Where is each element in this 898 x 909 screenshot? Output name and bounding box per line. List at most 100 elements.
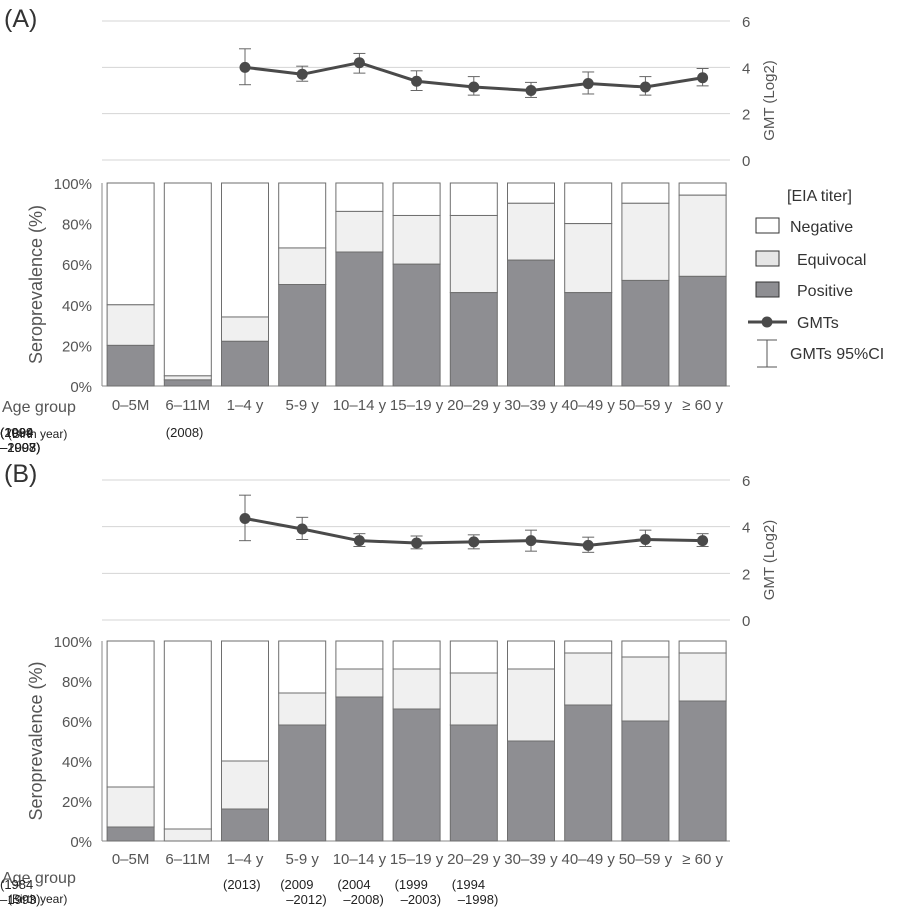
birth-year-b-annotation: (1984	[0, 877, 33, 892]
bar-a-negative-segment	[392, 182, 441, 216]
panel-a-label: (A)	[4, 5, 37, 33]
legend-negative-swatch	[755, 217, 780, 234]
gmt-b-point	[411, 537, 423, 549]
bar-a-positive-segment	[449, 292, 498, 387]
bar-a-negative-segment	[564, 182, 613, 225]
panel-b: (B) 0 2 4 6 GMT (Log2) 0% 20% 40% 60% 80% 100% Serop…	[0, 460, 778, 907]
gmt-b-tick-label: 0	[742, 613, 750, 630]
bar-a-negative-segment	[163, 182, 212, 377]
bar-b-tick-label: 100%	[54, 634, 92, 651]
bar-b-tick-label: 80%	[62, 674, 92, 691]
bar-b-equivocal-segment	[678, 652, 727, 702]
bar-b-tick-label: 0%	[70, 834, 92, 851]
gmt-a-axis-title: GMT (Log2)	[761, 60, 778, 141]
bar-b-negative-segment	[621, 640, 670, 658]
legend-equivocal-label: Equivocal	[797, 252, 866, 269]
bar-b-category-label: 10–14 y	[333, 851, 387, 868]
bar-a-equivocal-segment	[163, 375, 212, 381]
bar-b-equivocal-segment	[392, 668, 441, 710]
bar-b-negative-segment	[106, 640, 155, 788]
birth-year-a-annotation: (2004	[0, 425, 33, 440]
bar-b-category-label: 0–5M	[112, 851, 150, 868]
gmt-b-axis-title: GMT (Log2)	[761, 520, 778, 601]
legend: [EIA titer] Negative Equivocal Positive …	[748, 188, 884, 368]
bar-b-category-label: 50–59 y	[619, 851, 673, 868]
birth-year-b-annotation: –1993)	[0, 892, 40, 907]
bar-a-equivocal-segment	[507, 202, 555, 261]
bar-b-positive-segment	[621, 720, 670, 842]
bar-b-positive-segment	[278, 724, 327, 842]
bar-b-category-label: 15–19 y	[390, 851, 444, 868]
bar-a-positive-segment	[278, 284, 327, 387]
bar-b-negative-segment	[507, 640, 555, 670]
bar-a-tick-label: 40%	[62, 298, 92, 315]
bar-a-positive-segment	[392, 263, 441, 387]
bar-b-category-label: 40–49 y	[562, 851, 616, 868]
bar-a-tick-label: 100%	[54, 176, 92, 193]
gmt-a-point	[582, 78, 594, 90]
gmt-b-point	[697, 535, 709, 547]
gmt-b-tick-label: 6	[742, 473, 750, 490]
gmt-a-point	[468, 81, 480, 93]
bar-b-negative-segment	[392, 640, 441, 670]
bar-b-equivocal-segment	[221, 760, 269, 810]
bar-b-equivocal-segment	[621, 656, 670, 722]
birth-year-b-annotation: (2009	[280, 877, 313, 892]
bar-b-equivocal-segment	[449, 672, 498, 726]
bar-a-positive-segment	[621, 279, 670, 387]
bar-b-positive-segment	[335, 696, 384, 842]
bar-a-negative-segment	[106, 182, 155, 306]
gmt-a-point	[411, 75, 423, 87]
bar-a-category-label: 0–5M	[112, 397, 150, 414]
bar-a-equivocal-segment	[392, 214, 441, 265]
bar-a-category-label: 20–29 y	[447, 397, 501, 414]
bar-a-axis-title: Seroprevalence (%)	[26, 205, 46, 364]
gmt-a-point	[353, 57, 365, 69]
birth-year-a-annotation: (2008)	[166, 425, 204, 440]
bar-b-positive-segment	[449, 724, 498, 842]
bar-b-negative-segment	[221, 640, 269, 762]
bar-b-negative-segment	[163, 640, 212, 830]
bar-b-equivocal-segment	[278, 692, 327, 726]
bar-a-category-label: 30–39 y	[504, 397, 558, 414]
bar-b-equivocal-segment	[507, 668, 555, 742]
bar-a-category-label: 5-9 y	[286, 397, 320, 414]
birth-year-a-annotation: (1994	[0, 425, 33, 440]
bar-b-category-label: 5-9 y	[286, 851, 320, 868]
bar-a-negative-segment	[278, 182, 327, 249]
gmt-a-tick-label: 6	[742, 14, 750, 31]
gmt-b-point	[239, 513, 251, 524]
bar-a-equivocal-segment	[221, 316, 269, 342]
bar-b-category-label: 1–4 y	[227, 851, 264, 868]
legend-negative-label: Negative	[790, 219, 853, 236]
bar-b-positive-segment	[564, 704, 613, 842]
gmt-b-tick-label: 4	[742, 520, 750, 537]
bar-a-equivocal-segment	[335, 210, 384, 253]
bar-b-category-label: 6–11M	[165, 851, 210, 868]
birth-year-b-annotation: –1998)	[458, 892, 498, 907]
bar-a-category-label: 10–14 y	[333, 397, 387, 414]
bar-a-equivocal-segment	[106, 304, 155, 346]
birth-year-b-annotation: (2013)	[223, 877, 261, 892]
bar-a-negative-segment	[621, 182, 670, 204]
gmt-a-tick-label: 0	[742, 153, 750, 170]
age-group-label: Age group	[2, 870, 76, 887]
birth-year-a-annotation: –2003)	[0, 440, 40, 455]
bar-b-category-label: 30–39 y	[504, 851, 558, 868]
bar-b-negative-segment	[678, 640, 727, 654]
birth-year-label: (Birth year)	[8, 427, 67, 441]
panel-a: (A) 0 2 4 6 GMT (Log2) 0% 20% 40% 60% 80% 100% Serop…	[0, 5, 778, 455]
bar-b-positive-segment	[221, 808, 269, 842]
bar-a-positive-segment	[678, 275, 727, 387]
bar-b-equivocal-segment	[106, 786, 155, 828]
bar-a-negative-segment	[449, 182, 498, 216]
bar-a-equivocal-segment	[678, 194, 727, 277]
bar-a-negative-segment	[507, 182, 555, 204]
bar-b-positive-segment	[678, 700, 727, 842]
gmt-a-point	[639, 81, 651, 93]
bar-a-category-label: 50–59 y	[619, 397, 673, 414]
birth-year-b-annotation: (1994	[452, 877, 485, 892]
bar-a-tick-label: 20%	[62, 338, 92, 355]
legend-gmts-ci-label: GMTs 95%CI	[790, 346, 884, 363]
